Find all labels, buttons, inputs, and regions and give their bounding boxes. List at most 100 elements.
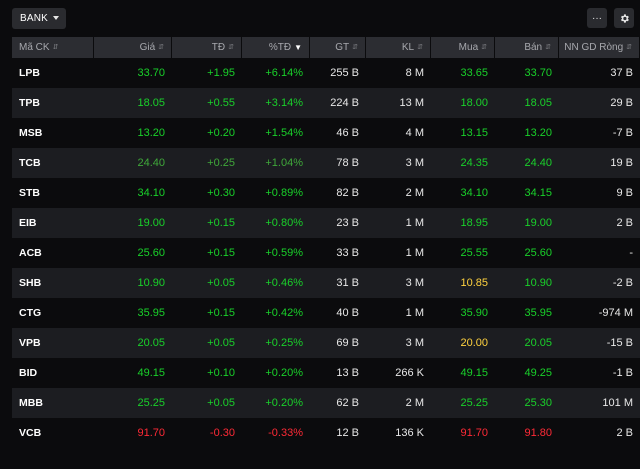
- ask-cell: 18.05: [524, 97, 552, 109]
- ask-cell: 19.00: [524, 217, 552, 229]
- column-header-label: %TĐ: [268, 42, 292, 53]
- table-row[interactable]: CTG 35.95 +0.15 +0.42% 40 B 1 M 35.90 35.95 -974…: [12, 298, 640, 328]
- symbol-cell: CTG: [19, 307, 42, 319]
- column-header-ask[interactable]: Bán ⇵: [495, 37, 559, 58]
- foreign-net-cell: 29 B: [610, 97, 633, 109]
- change-cell: +0.10: [207, 367, 235, 379]
- percent-change-cell: +0.42%: [265, 307, 303, 319]
- foreign-net-cell: -1 B: [612, 367, 633, 379]
- ask-cell: 34.15: [524, 187, 552, 199]
- foreign-net-cell: 101 M: [602, 397, 633, 409]
- sort-desc-icon: ▼: [294, 42, 302, 52]
- change-cell: +1.95: [207, 67, 235, 79]
- ask-cell: 33.70: [524, 67, 552, 79]
- value-cell: 78 B: [336, 157, 359, 169]
- percent-change-cell: +1.04%: [265, 157, 303, 169]
- column-header-label: NN GD Ròng: [564, 42, 624, 53]
- percent-change-cell: +0.25%: [265, 337, 303, 349]
- ask-cell: 91.80: [524, 427, 552, 439]
- ask-cell: 49.25: [524, 367, 552, 379]
- change-cell: +0.55: [207, 97, 235, 109]
- table-row[interactable]: BID 49.15 +0.10 +0.20% 13 B 266 K 49.15 49.25 -1…: [12, 358, 640, 388]
- table-row[interactable]: TPB 18.05 +0.55 +3.14% 224 B 13 M 18.00 18.05 29…: [12, 88, 640, 118]
- bid-cell: 35.90: [460, 307, 488, 319]
- symbol-cell: SHB: [19, 277, 42, 289]
- bid-cell: 33.65: [460, 67, 488, 79]
- volume-cell: 2 M: [405, 397, 424, 409]
- price-cell: 24.40: [137, 157, 165, 169]
- sort-icon: ⇵: [158, 44, 164, 51]
- sort-icon: ⇵: [52, 44, 59, 51]
- value-cell: 13 B: [336, 367, 359, 379]
- change-cell: +0.15: [207, 217, 235, 229]
- symbol-cell: EIB: [19, 217, 37, 229]
- price-cell: 10.90: [137, 277, 165, 289]
- change-cell: -0.30: [209, 427, 235, 439]
- column-header-bid[interactable]: Mua ⇵: [431, 37, 495, 58]
- bid-cell: 18.95: [460, 217, 488, 229]
- volume-cell: 13 M: [399, 97, 424, 109]
- volume-cell: 3 M: [405, 157, 424, 169]
- sort-icon: ⇵: [545, 44, 551, 51]
- gear-icon: [620, 13, 629, 23]
- bid-cell: 18.00: [460, 97, 488, 109]
- table-row[interactable]: MSB 13.20 +0.20 +1.54% 46 B 4 M 13.15 13.20 -7 B: [12, 118, 640, 148]
- percent-change-cell: +0.46%: [265, 277, 303, 289]
- group-select-dropdown[interactable]: BANK: [12, 8, 66, 29]
- table-row[interactable]: STB 34.10 +0.30 +0.89% 82 B 2 M 34.10 34.15 9 B: [12, 178, 640, 208]
- table-row[interactable]: VPB 20.05 +0.05 +0.25% 69 B 3 M 20.00 20.05 -15 …: [12, 328, 640, 358]
- column-header-change[interactable]: TĐ ⇵: [172, 37, 242, 58]
- change-cell: +0.20: [207, 127, 235, 139]
- column-header-percent-change[interactable]: %TĐ ▼: [242, 37, 310, 58]
- column-header-value[interactable]: GT ⇵: [310, 37, 366, 58]
- toolbar: BANK ···: [0, 0, 640, 36]
- ask-cell: 24.40: [524, 157, 552, 169]
- settings-button[interactable]: [614, 8, 634, 28]
- value-cell: 12 B: [336, 427, 359, 439]
- volume-cell: 4 M: [405, 127, 424, 139]
- percent-change-cell: +1.54%: [265, 127, 303, 139]
- sort-icon: ⇵: [417, 44, 423, 51]
- column-header-label: Mã CK: [19, 42, 50, 53]
- column-header-volume[interactable]: KL ⇵: [366, 37, 431, 58]
- foreign-net-cell: -974 M: [598, 307, 633, 319]
- value-cell: 33 B: [336, 247, 359, 259]
- bid-cell: 10.85: [460, 277, 488, 289]
- column-header-label: Mua: [458, 42, 479, 53]
- bid-cell: 34.10: [460, 187, 488, 199]
- value-cell: 40 B: [336, 307, 359, 319]
- table-row[interactable]: SHB 10.90 +0.05 +0.46% 31 B 3 M 10.85 10.90 -2 B: [12, 268, 640, 298]
- percent-change-cell: +0.20%: [265, 367, 303, 379]
- price-cell: 35.95: [137, 307, 165, 319]
- chevron-down-icon: [53, 16, 59, 20]
- volume-cell: 3 M: [405, 337, 424, 349]
- table-header: Mã CK ⇵ Giá ⇵ TĐ ⇵ %TĐ ▼ GT ⇵ KL ⇵ Mua ⇵ Bán ⇵ NN GD Ròn…: [12, 37, 640, 58]
- table-row[interactable]: ACB 25.60 +0.15 +0.59% 33 B 1 M 25.55 25.60 -: [12, 238, 640, 268]
- table-row[interactable]: MBB 25.25 +0.05 +0.20% 62 B 2 M 25.25 25.30 101 …: [12, 388, 640, 418]
- value-cell: 62 B: [336, 397, 359, 409]
- more-options-button[interactable]: ···: [587, 8, 607, 28]
- table-row[interactable]: VCB 91.70 -0.30 -0.33% 12 B 136 K 91.70 91.80 2 …: [12, 418, 640, 448]
- price-cell: 33.70: [137, 67, 165, 79]
- percent-change-cell: -0.33%: [268, 427, 303, 439]
- column-header-price[interactable]: Giá ⇵: [94, 37, 172, 58]
- column-header-label: KL: [401, 42, 415, 53]
- change-cell: +0.05: [207, 337, 235, 349]
- column-header-foreign-net[interactable]: NN GD Ròng ⇵: [559, 37, 640, 58]
- table-row[interactable]: EIB 19.00 +0.15 +0.80% 23 B 1 M 18.95 19.00 2 B: [12, 208, 640, 238]
- foreign-net-cell: -: [629, 247, 633, 259]
- symbol-cell: TCB: [19, 157, 41, 169]
- symbol-cell: ACB: [19, 247, 42, 259]
- ask-cell: 25.60: [524, 247, 552, 259]
- bid-cell: 24.35: [460, 157, 488, 169]
- symbol-cell: STB: [19, 187, 40, 199]
- percent-change-cell: +0.59%: [265, 247, 303, 259]
- sort-icon: ⇵: [228, 44, 234, 51]
- column-header-label: Giá: [139, 42, 156, 53]
- table-body: LPB 33.70 +1.95 +6.14% 255 B 8 M 33.65 33.70 37 …: [12, 58, 640, 448]
- table-row[interactable]: TCB 24.40 +0.25 +1.04% 78 B 3 M 24.35 24.40 19 B: [12, 148, 640, 178]
- sort-icon: ⇵: [481, 44, 487, 51]
- table-row[interactable]: LPB 33.70 +1.95 +6.14% 255 B 8 M 33.65 33.70 37 …: [12, 58, 640, 88]
- price-cell: 25.25: [137, 397, 165, 409]
- column-header-symbol[interactable]: Mã CK ⇵: [12, 37, 94, 58]
